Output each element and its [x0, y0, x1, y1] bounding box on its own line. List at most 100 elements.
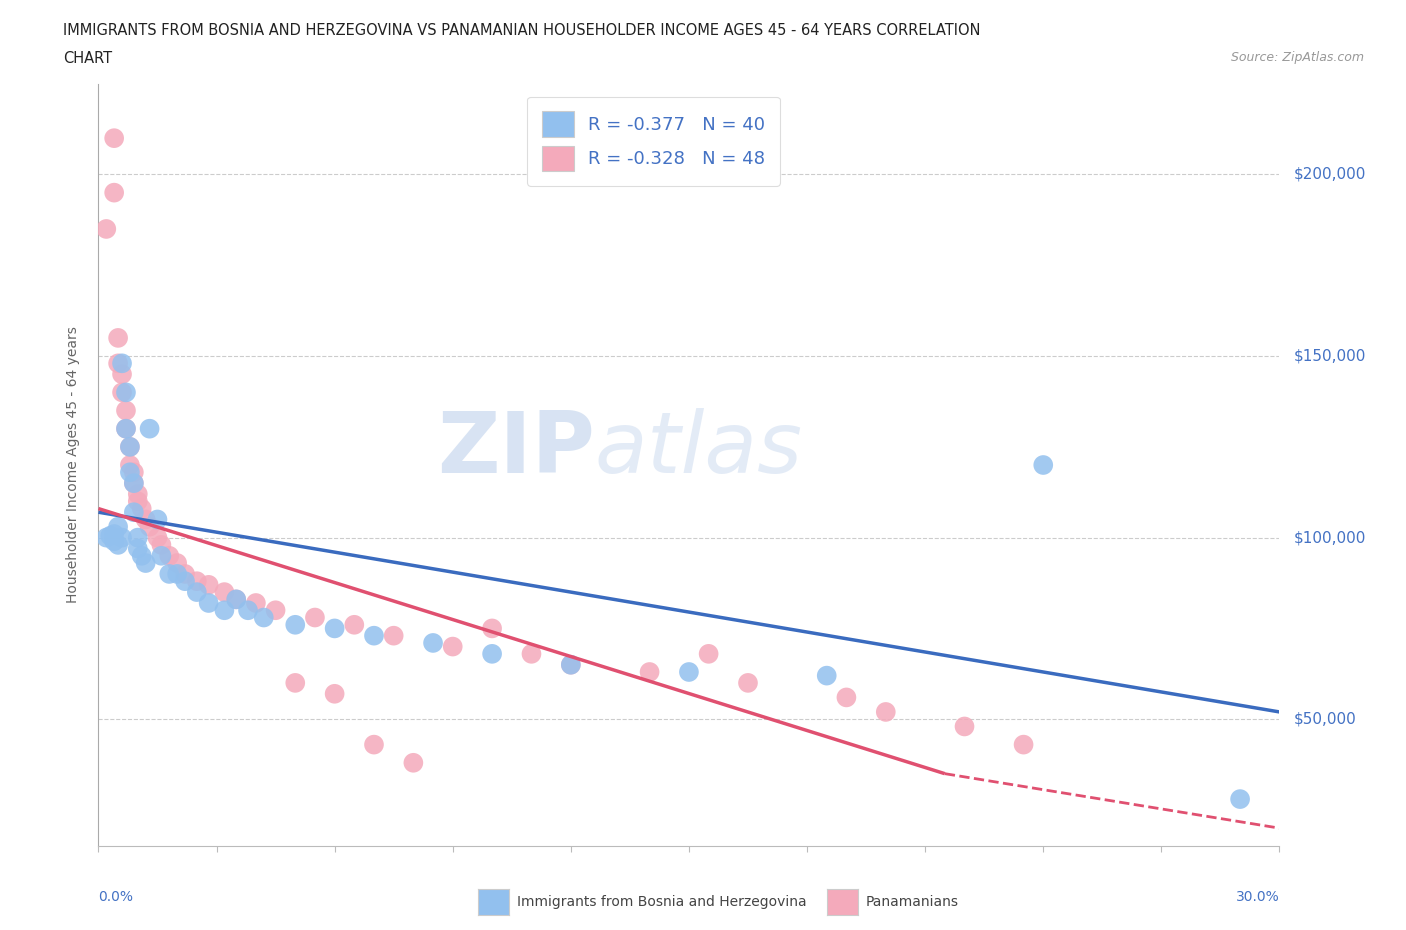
Point	[115, 403, 138, 418]
Point	[166, 566, 188, 581]
Point	[103, 534, 125, 549]
Point	[441, 639, 464, 654]
Point	[402, 755, 425, 770]
Point	[304, 610, 326, 625]
Point	[186, 574, 208, 589]
Point	[111, 366, 134, 381]
Point	[118, 439, 141, 454]
Point	[118, 458, 141, 472]
Point	[1032, 458, 1054, 472]
Point	[1229, 791, 1251, 806]
Point	[96, 221, 118, 236]
Text: Panamanians: Panamanians	[866, 895, 959, 910]
Point	[135, 555, 157, 570]
Point	[103, 131, 125, 146]
Point	[115, 421, 138, 436]
Point	[520, 646, 543, 661]
Point	[111, 530, 134, 545]
Point	[835, 690, 858, 705]
Text: ZIP: ZIP	[437, 408, 595, 491]
Point	[323, 686, 346, 701]
Point	[166, 555, 188, 570]
Text: $100,000: $100,000	[1294, 530, 1365, 545]
Point	[174, 574, 197, 589]
Point	[150, 538, 173, 552]
Point	[481, 621, 503, 636]
Text: Source: ZipAtlas.com: Source: ZipAtlas.com	[1230, 51, 1364, 64]
Point	[323, 621, 346, 636]
Point	[560, 658, 582, 672]
Point	[122, 465, 145, 480]
Point	[382, 629, 405, 644]
Point	[127, 486, 149, 501]
Point	[186, 585, 208, 600]
Point	[638, 665, 661, 680]
Point	[363, 737, 385, 752]
Point	[96, 530, 118, 545]
Point	[363, 629, 385, 644]
Point	[422, 635, 444, 650]
Point	[264, 603, 287, 618]
Point	[111, 356, 134, 371]
Point	[115, 421, 138, 436]
Point	[122, 476, 145, 491]
Point	[107, 356, 129, 371]
Point	[678, 665, 700, 680]
Point	[253, 610, 276, 625]
Point	[131, 549, 153, 564]
Y-axis label: Householder Income Ages 45 - 64 years: Householder Income Ages 45 - 64 years	[66, 326, 80, 604]
Point	[174, 566, 197, 581]
Point	[138, 421, 160, 436]
Point	[875, 705, 897, 720]
Point	[122, 476, 145, 491]
Point	[122, 505, 145, 520]
Text: CHART: CHART	[63, 51, 112, 66]
Point	[560, 658, 582, 672]
Point	[225, 591, 247, 606]
Point	[481, 646, 503, 661]
Text: IMMIGRANTS FROM BOSNIA AND HERZEGOVINA VS PANAMANIAN HOUSEHOLDER INCOME AGES 45 : IMMIGRANTS FROM BOSNIA AND HERZEGOVINA V…	[63, 23, 981, 38]
Point	[131, 501, 153, 516]
Point	[127, 494, 149, 509]
Point	[107, 538, 129, 552]
Point	[815, 668, 838, 683]
Point	[225, 591, 247, 606]
Point	[697, 646, 720, 661]
Point	[284, 618, 307, 632]
Text: atlas: atlas	[595, 408, 803, 491]
Point	[127, 530, 149, 545]
Point	[146, 530, 169, 545]
Point	[197, 578, 219, 592]
Text: 30.0%: 30.0%	[1236, 890, 1279, 904]
Point	[157, 566, 180, 581]
Point	[1012, 737, 1035, 752]
Point	[245, 595, 267, 610]
Point	[236, 603, 259, 618]
Point	[197, 595, 219, 610]
Point	[953, 719, 976, 734]
Point	[150, 549, 173, 564]
Text: $50,000: $50,000	[1294, 711, 1357, 726]
Point	[107, 330, 129, 345]
Point	[115, 385, 138, 400]
Point	[118, 439, 141, 454]
Text: $200,000: $200,000	[1294, 167, 1365, 182]
Point	[157, 549, 180, 564]
Text: $150,000: $150,000	[1294, 349, 1365, 364]
Point	[135, 512, 157, 527]
Text: 0.0%: 0.0%	[98, 890, 134, 904]
Point	[98, 528, 121, 543]
Point	[138, 519, 160, 534]
Point	[127, 541, 149, 556]
Point	[118, 465, 141, 480]
Point	[214, 603, 236, 618]
Point	[343, 618, 366, 632]
Point	[214, 585, 236, 600]
Point	[737, 675, 759, 690]
Point	[284, 675, 307, 690]
Legend: R = -0.377   N = 40, R = -0.328   N = 48: R = -0.377 N = 40, R = -0.328 N = 48	[527, 97, 780, 186]
Point	[107, 519, 129, 534]
Text: Immigrants from Bosnia and Herzegovina: Immigrants from Bosnia and Herzegovina	[517, 895, 807, 910]
Point	[146, 512, 169, 527]
Point	[103, 185, 125, 200]
